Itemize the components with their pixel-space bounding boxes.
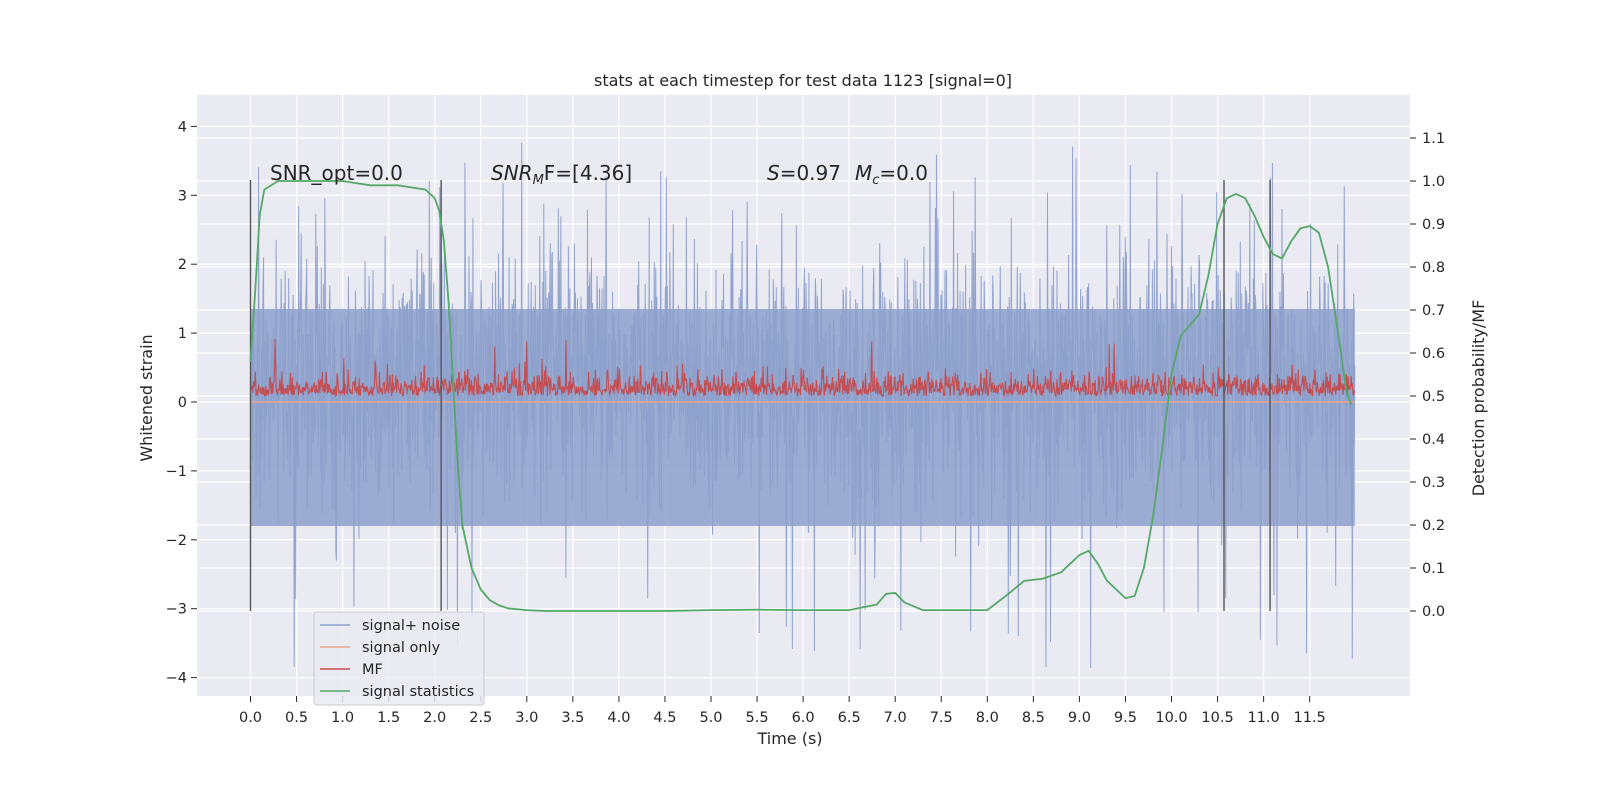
x-tick-label: 4.5	[653, 710, 676, 726]
left-tick-label: 0	[178, 395, 187, 411]
right-tick-label: 0.0	[1422, 604, 1445, 620]
x-tick-label: 8.0	[976, 710, 999, 726]
x-tick-label: 5.5	[746, 710, 769, 726]
annotation-snr-mf-main: SNR	[491, 161, 533, 185]
y2-axis-label: Detection probability/MF	[1469, 300, 1488, 497]
left-tick-label: 3	[178, 188, 187, 204]
x-axis-label: Time (s)	[756, 729, 822, 748]
x-tick-label: 10.5	[1201, 710, 1233, 726]
chart-title: stats at each timestep for test data 112…	[594, 71, 1012, 90]
annotation-snr-opt-text: SNR_opt=0.0	[270, 161, 403, 185]
x-tick-label: 11.0	[1247, 710, 1279, 726]
left-tick-label: 2	[178, 257, 187, 273]
mf-line	[249, 339, 1356, 398]
x-tick-label: 6.5	[838, 710, 861, 726]
x-tick-label: 3.0	[515, 710, 538, 726]
x-tick-label: 0.5	[285, 710, 308, 726]
x-axis: 0.0 0.5 1.0 1.5 2.0 2.5 3.0 3.5 4.0 4.5 5.0 5.5 6.0 6…	[239, 696, 1326, 726]
mf-series	[249, 339, 1356, 398]
annotation-snr-mf-sub: M	[533, 173, 544, 188]
x-tick-label: 8.5	[1022, 710, 1045, 726]
right-tick-label: 0.1	[1422, 561, 1445, 577]
legend-box	[313, 611, 485, 706]
right-tick-label: 0.6	[1422, 346, 1445, 362]
legend-label-mf: MF	[362, 662, 383, 678]
left-y-axis: −4 −3 −2 −1 0 1 2 3 4	[166, 119, 197, 687]
left-tick-label: −3	[166, 602, 187, 618]
right-tick-label: 0.2	[1422, 518, 1445, 534]
right-tick-label: 0.7	[1422, 303, 1445, 319]
legend-label-signal-only: signal only	[362, 640, 441, 656]
right-tick-label: 0.4	[1422, 432, 1445, 448]
legend-label-signal-noise: signal+ noise	[362, 618, 460, 634]
signal-statistics-line	[249, 180, 1352, 612]
x-tick-label: 0.0	[239, 710, 262, 726]
right-y-axis: 0.0 0.1 0.2 0.3 0.4 0.5 0.6 0.7 0.8 0.9 1.0 1.1	[1410, 131, 1445, 620]
signal-noise-line	[250, 142, 1356, 668]
signal-noise-series	[250, 142, 1356, 668]
y-axis-label: Whitened strain	[137, 334, 156, 461]
x-tick-label: 10.0	[1155, 710, 1187, 726]
x-tick-label: 4.0	[607, 710, 630, 726]
right-tick-label: 0.9	[1422, 217, 1445, 233]
x-tick-label: 7.0	[884, 710, 907, 726]
left-tick-label: −1	[166, 464, 187, 480]
annotation-s-label: S	[767, 161, 780, 185]
annotation-mc-label: M	[855, 161, 872, 185]
x-tick-label: 3.5	[561, 710, 584, 726]
right-tick-label: 0.3	[1422, 475, 1445, 491]
annotation-snr-mf-value: F=[4.36]	[544, 161, 632, 185]
right-tick-label: 1.1	[1422, 131, 1445, 147]
left-tick-label: −4	[166, 671, 187, 687]
left-tick-label: −2	[166, 533, 187, 549]
annotation-s-mc: S=0.97 Mc=0.0	[767, 161, 928, 188]
x-tick-label: 5.0	[699, 710, 722, 726]
annotation-mc-sub: c	[872, 173, 879, 188]
x-tick-label: 2.5	[469, 710, 492, 726]
vertical-markers	[249, 180, 1271, 611]
left-tick-label: 1	[178, 326, 187, 342]
x-tick-label: 1.0	[331, 710, 354, 726]
legend: signal+ noise signal only MF signal stat…	[313, 611, 485, 706]
annotation-snr-opt: SNR_opt=0.0	[270, 161, 403, 185]
right-tick-label: 0.5	[1422, 389, 1445, 405]
legend-label-signal-statistics: signal statistics	[362, 684, 474, 700]
right-tick-label: 0.8	[1422, 260, 1445, 276]
x-tick-label: 9.5	[1114, 710, 1137, 726]
annotation-s-value: =0.97	[780, 161, 841, 185]
annotation-mc-value: =0.0	[879, 161, 928, 185]
signal-statistics-series	[249, 180, 1352, 612]
x-tick-label: 1.5	[377, 710, 400, 726]
x-tick-label: 7.5	[930, 710, 953, 726]
x-tick-label: 9.0	[1068, 710, 1091, 726]
annotation-snr-mf: SNRMF=[4.36]	[491, 161, 632, 188]
right-tick-label: 1.0	[1422, 174, 1445, 190]
x-tick-label: 2.0	[423, 710, 446, 726]
x-tick-label: 6.0	[792, 710, 815, 726]
x-tick-label: 11.5	[1294, 710, 1326, 726]
left-tick-label: 4	[178, 119, 187, 135]
